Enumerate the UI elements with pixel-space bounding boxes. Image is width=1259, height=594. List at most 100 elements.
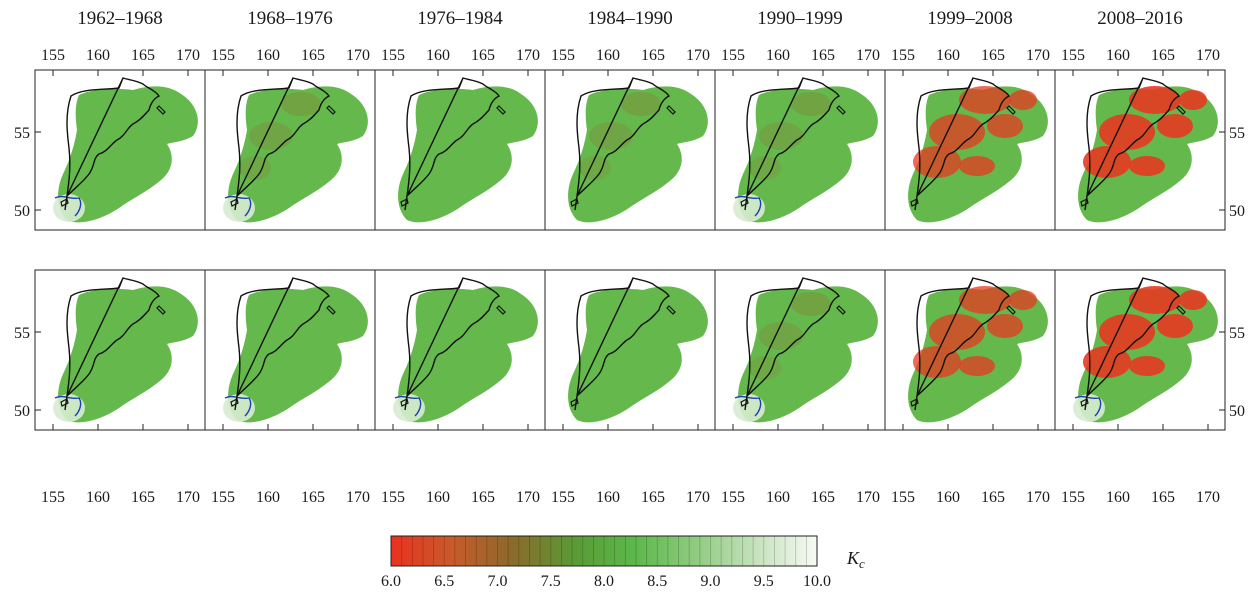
x-tick-label-bottom: 165 [301, 489, 325, 506]
coastline [914, 77, 1011, 211]
low-value-patch [1179, 90, 1207, 110]
colorbar-tick-label: 6.5 [434, 573, 454, 590]
low-value-patch [959, 86, 1011, 114]
contour-line [54, 195, 82, 217]
colorbar-tick-label: 7.5 [541, 573, 561, 590]
map-panel-r1-c6 [884, 69, 1056, 231]
island-outline [496, 305, 506, 315]
data-region [738, 86, 878, 223]
x-tick-label-bottom: 155 [551, 489, 575, 506]
island-outline [836, 305, 846, 315]
x-tick-label-top: 160 [1106, 47, 1130, 64]
island-outline [740, 198, 749, 207]
map-panel-r1-c1 [34, 69, 206, 231]
period-title-4: 1984–1990 [587, 8, 673, 29]
x-tick-label-top: 155 [211, 47, 235, 64]
period-title-5: 1990–1999 [757, 8, 843, 29]
high-value-area [733, 194, 765, 222]
x-tick-label-bottom: 160 [426, 489, 450, 506]
low-value-patch [959, 286, 1011, 314]
island-outline [230, 198, 239, 207]
island-outline [230, 398, 239, 407]
x-tick-label-bottom: 165 [641, 489, 665, 506]
island-outline [740, 398, 749, 407]
map-panel-r2-c1 [34, 269, 206, 431]
x-tick-label-bottom: 170 [1026, 489, 1050, 506]
y-tick-label-right: 50 [1229, 403, 1245, 420]
island-outline [1176, 305, 1186, 315]
x-tick-label-bottom: 170 [346, 489, 370, 506]
x-tick-label-bottom: 160 [766, 489, 790, 506]
island-outline [156, 305, 166, 315]
contour-line [394, 395, 422, 417]
colorbar-tick-label: 9.0 [701, 573, 721, 590]
data-region [228, 86, 368, 223]
island-outline [570, 398, 579, 407]
y-tick-label-left: 50 [14, 403, 30, 420]
map-panel-r2-c7 [1054, 269, 1226, 431]
colorbar-tick-label: 8.5 [647, 573, 667, 590]
x-tick-label-top: 155 [41, 47, 65, 64]
coastline [744, 277, 841, 411]
x-tick-label-bottom: 165 [131, 489, 155, 506]
low-value-patch [281, 92, 321, 116]
x-tick-label-bottom: 155 [721, 489, 745, 506]
low-value-patch [1179, 290, 1207, 310]
map-panel-r1-c5 [714, 69, 886, 231]
island-outline [910, 198, 919, 207]
x-tick-label-top: 170 [1196, 47, 1220, 64]
low-value-patch [1009, 290, 1037, 310]
x-tick-label-top: 160 [256, 47, 280, 64]
x-tick-label-bottom: 165 [1151, 489, 1175, 506]
low-value-patch [759, 322, 803, 350]
x-tick-label-top: 160 [86, 47, 110, 64]
x-tick-label-bottom: 160 [256, 489, 280, 506]
data-region [228, 286, 368, 423]
data-region [398, 286, 538, 423]
map-panel-r1-c3 [374, 69, 546, 231]
x-tick-label-top: 170 [686, 47, 710, 64]
x-tick-label-top: 160 [596, 47, 620, 64]
island-outline [666, 305, 676, 315]
island-outline [156, 105, 166, 115]
island-outline [1006, 105, 1016, 115]
x-tick-label-top: 160 [936, 47, 960, 64]
island-outline [570, 198, 579, 207]
colorbar-tick-label: 9.5 [754, 573, 774, 590]
map-panel-r2-c4 [544, 269, 716, 431]
x-tick-label-top: 155 [891, 47, 915, 64]
x-tick-label-top: 165 [471, 47, 495, 64]
data-region [738, 286, 878, 423]
period-titles: 1962–1968 1968–1976 1976–1984 1984–1990 1990… [77, 8, 1183, 29]
coastline [234, 277, 331, 411]
island-outline [836, 105, 846, 115]
high-value-area [53, 394, 85, 422]
y-tick-label-right: 55 [1229, 125, 1245, 142]
high-value-area [223, 394, 255, 422]
x-tick-label-bottom: 170 [856, 489, 880, 506]
x-tick-label-top: 165 [131, 47, 155, 64]
contour-line [54, 395, 82, 417]
coastline [1084, 277, 1181, 411]
coastline [914, 277, 1011, 411]
x-tick-label-top: 170 [856, 47, 880, 64]
map-panel-r1-c2 [204, 69, 376, 231]
low-value-patch [959, 356, 995, 376]
map-panel-r2-c6 [884, 269, 1056, 431]
x-tick-label-bottom: 155 [381, 489, 405, 506]
low-value-patch [987, 314, 1023, 338]
low-value-patch [791, 92, 831, 116]
island-outline [910, 398, 919, 407]
low-value-patch [1129, 356, 1165, 376]
x-tick-label-top: 160 [766, 47, 790, 64]
low-value-patch [759, 122, 803, 150]
low-value-patch [1009, 90, 1037, 110]
island-outline [1176, 105, 1186, 115]
x-tick-label-top: 165 [1151, 47, 1175, 64]
map-panel-r1-c7 [1054, 69, 1226, 231]
colorbar-tick-label: 6.0 [381, 573, 401, 590]
coastline [404, 77, 501, 211]
low-value-patch [621, 92, 661, 116]
island-outline [496, 105, 506, 115]
x-tick-label-bottom: 170 [1196, 489, 1220, 506]
